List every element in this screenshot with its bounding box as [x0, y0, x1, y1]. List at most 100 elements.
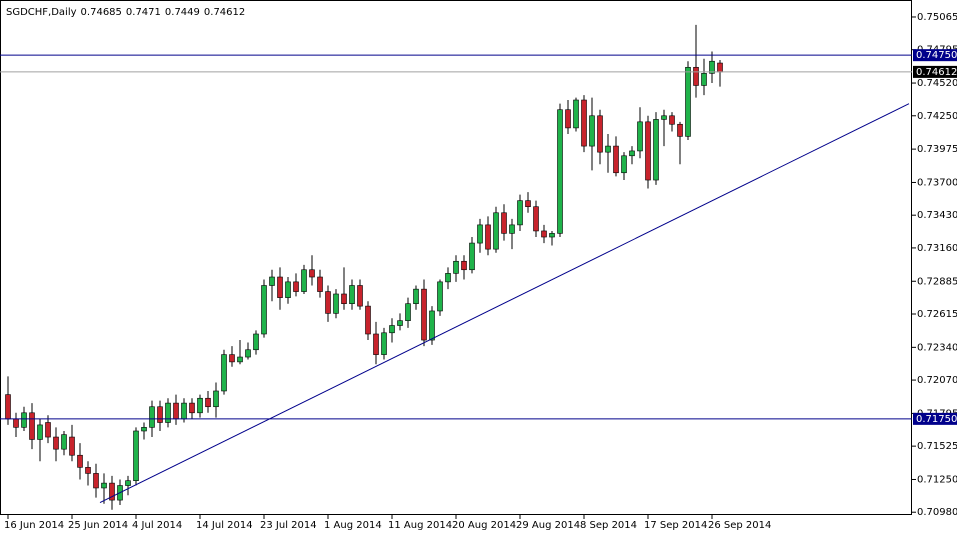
- candle-body: [325, 291, 331, 314]
- candle-body: [533, 206, 539, 232]
- current-price-label: 0.74612: [916, 67, 957, 78]
- candle-body: [133, 430, 139, 481]
- candle-body: [77, 454, 83, 468]
- candle-body: [101, 482, 107, 489]
- candle-body: [109, 482, 115, 501]
- chart-header: SGDCHF,Daily 0.74685 0.7471 0.7449 0.74612: [6, 7, 245, 18]
- candle-body: [461, 260, 467, 271]
- candle-body: [557, 109, 563, 234]
- low-value: 0.7449: [165, 7, 200, 18]
- candle-body: [453, 260, 459, 274]
- candle-body: [157, 406, 163, 423]
- candle-body: [469, 242, 475, 271]
- price-label-box: [913, 49, 957, 62]
- candle-body: [373, 333, 379, 355]
- candle-body: [37, 424, 43, 440]
- candle-body: [429, 310, 435, 341]
- candle-body: [13, 418, 19, 428]
- y-tick-label: 0.73975: [917, 144, 957, 155]
- price-label-box: [913, 65, 957, 78]
- plot-frame: [0, 0, 912, 515]
- trend-line: [99, 103, 910, 503]
- candle-body: [357, 285, 363, 307]
- candle-body: [341, 293, 347, 304]
- close-value: 0.74612: [204, 7, 245, 18]
- open-value: 0.74685: [81, 7, 122, 18]
- candle-body: [629, 150, 635, 157]
- marks: [0, 24, 912, 510]
- y-tick-label: 0.73700: [917, 177, 957, 188]
- candle-body: [653, 119, 659, 181]
- candle-body: [501, 212, 507, 234]
- y-tick-label: 0.72615: [917, 309, 957, 320]
- y-tick-label: 0.74520: [917, 78, 957, 89]
- y-tick-label: 0.73430: [917, 210, 957, 221]
- x-tick-label: 29 Aug 2014: [516, 520, 580, 531]
- candle-body: [317, 276, 323, 292]
- x-tick-label: 23 Jul 2014: [260, 520, 317, 531]
- candle-body: [93, 473, 99, 489]
- candle-body: [685, 66, 691, 137]
- y-tick-label: 0.73160: [917, 243, 957, 254]
- candle-body: [493, 212, 499, 250]
- y-tick-label: 0.75065: [917, 12, 957, 23]
- candle-body: [69, 436, 75, 456]
- price-label-box: [913, 412, 957, 425]
- candle-body: [173, 402, 179, 420]
- candle-body: [261, 285, 267, 335]
- candle-body: [541, 230, 547, 238]
- candle-body: [45, 422, 51, 438]
- candle-body: [285, 281, 291, 298]
- candle-body: [677, 123, 683, 137]
- y-tick-label: 0.71525: [917, 441, 957, 452]
- candle-body: [717, 62, 723, 73]
- candle-body: [437, 281, 443, 312]
- candle-body: [565, 109, 571, 129]
- candle-body: [637, 121, 643, 152]
- candle-body: [237, 356, 243, 363]
- candle-body: [61, 434, 67, 450]
- price-label: 0.74750: [916, 50, 957, 61]
- x-tick-label: 11 Aug 2014: [388, 520, 452, 531]
- x-tick-label: 26 Sep 2014: [708, 520, 771, 531]
- x-tick-label: 20 Aug 2014: [452, 520, 516, 531]
- candle-body: [517, 200, 523, 226]
- y-tick-label: 0.74250: [917, 111, 957, 122]
- candle-body: [269, 276, 275, 286]
- candle-body: [709, 60, 715, 74]
- x-tick-label: 8 Sep 2014: [580, 520, 637, 531]
- candle-body: [405, 303, 411, 321]
- candle-body: [293, 281, 299, 292]
- candle-body: [509, 224, 515, 234]
- x-tick-label: 1 Aug 2014: [324, 520, 382, 531]
- chart-title: SGDCHF,Daily: [6, 7, 77, 18]
- candle-body: [605, 145, 611, 153]
- candle-body: [701, 73, 707, 86]
- y-tick-label: 0.70980: [917, 507, 957, 518]
- candle-body: [349, 285, 355, 304]
- candle-body: [645, 121, 651, 181]
- candle-body: [149, 406, 155, 428]
- candle-body: [397, 320, 403, 326]
- candle-body: [165, 402, 171, 423]
- candle-body: [85, 467, 91, 474]
- candle-body: [421, 288, 427, 341]
- candle-body: [181, 402, 187, 420]
- candle-body: [197, 397, 203, 414]
- candle-body: [221, 354, 227, 392]
- y-tick-label: 0.72070: [917, 375, 957, 386]
- candle-body: [213, 390, 219, 408]
- candle-body: [549, 233, 555, 238]
- candle-body: [189, 402, 195, 414]
- candle-body: [5, 394, 11, 420]
- price-label: 0.71750: [916, 414, 957, 425]
- candle-body: [21, 412, 27, 428]
- candle-body: [525, 200, 531, 208]
- candle-body: [669, 115, 675, 125]
- x-tick-label: 17 Sep 2014: [644, 520, 707, 531]
- candle-body: [365, 305, 371, 335]
- candle-body: [621, 155, 627, 174]
